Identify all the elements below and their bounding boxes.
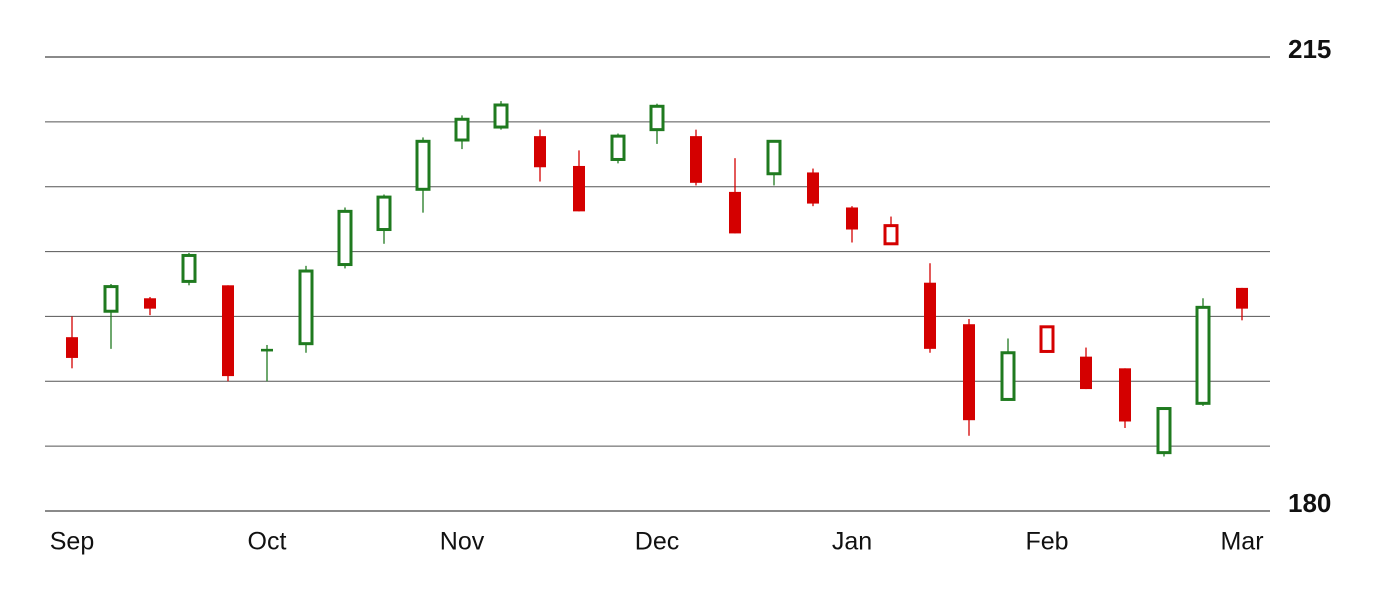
candle-body <box>1000 351 1016 401</box>
candle-body <box>766 139 782 176</box>
candle-body <box>1039 325 1055 353</box>
x-tick-label: Feb <box>1025 528 1068 556</box>
candle-body <box>493 103 509 129</box>
candle-body <box>415 139 431 191</box>
candle-body <box>298 269 314 346</box>
candle-body <box>649 104 665 132</box>
candle-body <box>534 136 546 168</box>
y-tick-label: 215 <box>1288 34 1331 64</box>
candle-body <box>1156 407 1172 455</box>
candle-body <box>103 285 119 313</box>
candle-body <box>690 136 702 183</box>
candle-body <box>610 134 626 161</box>
candle-body <box>1195 305 1211 405</box>
y-tick-label: 180 <box>1288 488 1331 518</box>
x-tick-label: Oct <box>248 528 287 556</box>
candle-body <box>376 195 392 232</box>
candle-body <box>261 348 273 352</box>
candle-body <box>66 337 78 358</box>
candle-body <box>573 165 585 212</box>
candle-body <box>222 285 234 377</box>
x-tick-label: Dec <box>635 528 679 556</box>
candle-body <box>144 298 156 309</box>
x-tick-label: Nov <box>440 528 485 556</box>
candle-body <box>337 209 353 267</box>
x-tick-label: Jan <box>832 528 872 556</box>
candle-body <box>1119 368 1131 422</box>
candle-body <box>1236 287 1248 309</box>
x-tick-label: Sep <box>50 528 94 556</box>
candle-body <box>729 191 741 234</box>
candle-body <box>454 117 470 142</box>
candle-body <box>807 172 819 204</box>
candle-body <box>846 207 858 230</box>
candle-body <box>963 324 975 421</box>
candle-body <box>181 253 197 283</box>
candle-body <box>883 224 899 246</box>
x-tick-label: Mar <box>1220 528 1263 556</box>
candle-body <box>1080 356 1092 390</box>
candle-body <box>924 282 936 349</box>
